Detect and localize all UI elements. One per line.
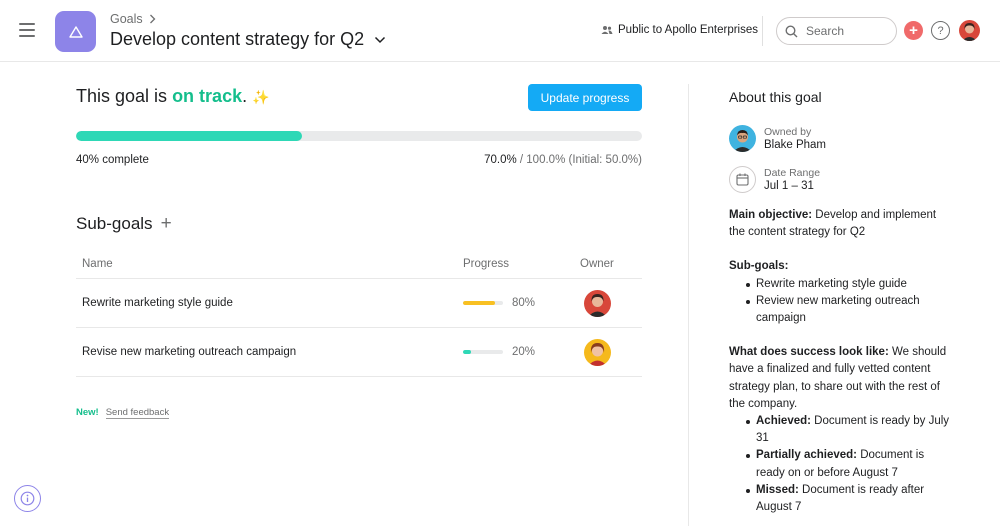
table-row[interactable]: Rewrite marketing style guide 80% — [76, 279, 642, 328]
progress-target: / 100.0% (Initial: 50.0%) — [516, 154, 642, 166]
goal-status: This goal is on track. ✨ — [76, 86, 270, 107]
sparkle-icon: ✨ — [252, 89, 270, 105]
subgoal-progress-fill — [463, 350, 471, 354]
owner-field[interactable]: Owned by Blake Pham — [729, 125, 826, 152]
privacy-setting[interactable]: Public to Apollo Enterprises — [601, 24, 758, 36]
date-range-field[interactable]: Date Range Jul 1 – 31 — [729, 166, 820, 193]
status-prefix: This goal is — [76, 86, 168, 106]
hamburger-menu-icon[interactable] — [19, 23, 35, 37]
chevron-right-icon — [149, 14, 156, 24]
chevron-down-icon — [375, 36, 386, 43]
subgoal-name[interactable]: Rewrite marketing style guide — [82, 297, 233, 309]
column-owner: Owner — [580, 258, 614, 270]
owner-name: Blake Pham — [764, 138, 827, 151]
subgoals-table: Name Progress Owner Rewrite marketing st… — [76, 250, 642, 377]
status-suffix: . — [242, 86, 248, 106]
success-criteria: What does success look like: We should h… — [729, 344, 954, 413]
subgoals-title: Sub-goals — [76, 214, 153, 233]
goal-progress-bar — [76, 131, 642, 141]
column-name: Name — [82, 258, 113, 270]
subgoal-name[interactable]: Revise new marketing outreach campaign — [82, 346, 297, 358]
owner-avatar[interactable] — [584, 289, 611, 317]
subgoal-list: Rewrite marketing style guide Review new… — [729, 276, 954, 328]
user-avatar[interactable] — [959, 20, 980, 41]
subgoal-owner — [580, 338, 642, 366]
add-button[interactable]: + — [904, 21, 923, 40]
main-objective-text: Develop and implement the content strate… — [729, 209, 937, 239]
progress-current: 70.0% — [484, 154, 517, 166]
owner-label: Owned by — [764, 125, 812, 138]
subgoals-heading: Sub-goals + — [76, 213, 172, 235]
subgoals-label: Sub-goals: — [729, 260, 789, 273]
status-value: on track — [172, 86, 243, 106]
privacy-label: Public to Apollo Enterprises — [618, 24, 758, 36]
breadcrumb-goals[interactable]: Goals — [110, 12, 143, 26]
date-label: Date Range — [764, 166, 821, 179]
goal-triangle-icon — [55, 11, 96, 52]
subgoal-progress-text: 20% — [512, 346, 536, 358]
subgoal-progress: 20% — [463, 346, 580, 358]
criteria-list: Achieved: Document is ready by July 31 P… — [729, 413, 954, 516]
subgoal-progress-fill — [463, 301, 495, 305]
owner-avatar[interactable] — [584, 338, 611, 366]
add-subgoal-plus-icon[interactable]: + — [160, 213, 172, 234]
subgoal-progress-bar — [463, 350, 503, 354]
goal-progress-fill — [76, 131, 303, 141]
subgoal-owner — [580, 289, 642, 317]
header-divider — [762, 16, 763, 46]
about-panel: About this goal Owned by Blake Pham Date… — [729, 89, 969, 513]
people-icon — [601, 26, 613, 34]
list-item: Missed: Document is ready after August 7 — [746, 482, 954, 516]
column-progress: Progress — [463, 258, 510, 270]
success-label: What does success look like: — [729, 346, 889, 359]
subgoal-progress-text: 80% — [512, 297, 536, 309]
page-title: Develop content strategy for Q2 — [110, 29, 365, 49]
list-item: Rewrite marketing style guide — [746, 276, 954, 293]
breadcrumb[interactable]: Goals — [110, 12, 156, 26]
main-objective: Main objective: Develop and implement th… — [729, 207, 954, 241]
feedback-row: New! Send feedback — [76, 407, 170, 419]
search-box[interactable] — [776, 17, 897, 45]
table-header: Name Progress Owner — [76, 250, 642, 279]
owner-avatar[interactable] — [729, 125, 756, 152]
plus-icon: + — [909, 22, 918, 39]
list-item: Review new marketing outreach campaign — [746, 293, 954, 327]
update-progress-button[interactable]: Update progress — [528, 84, 642, 111]
search-icon — [785, 24, 798, 37]
subgoal-progress-bar — [463, 301, 503, 305]
progress-detail: 70.0% / 100.0% (Initial: 50.0%) — [484, 154, 642, 166]
side-panel-divider — [688, 84, 689, 526]
help-button[interactable]: ? — [931, 21, 950, 40]
list-item: Achieved: Document is ready by July 31 — [746, 413, 954, 447]
subgoal-progress: 80% — [463, 297, 580, 309]
top-bar: Goals Develop content strategy for Q2 Pu… — [0, 0, 1000, 62]
info-icon[interactable] — [14, 485, 41, 512]
percent-complete: 40% complete — [76, 154, 149, 166]
date-value: Jul 1 – 31 — [764, 179, 814, 192]
send-feedback-link[interactable]: Send feedback — [105, 407, 170, 419]
goal-description: Main objective: Develop and implement th… — [729, 207, 954, 516]
success-text: We should have a finalized and fully vet… — [729, 346, 947, 410]
new-badge: New! — [76, 407, 99, 418]
search-input[interactable] — [806, 24, 886, 38]
calendar-icon — [729, 166, 756, 193]
table-row[interactable]: Revise new marketing outreach campaign 2… — [76, 328, 642, 377]
about-title: About this goal — [729, 89, 822, 105]
list-item: Partially achieved: Document is ready on… — [746, 447, 954, 481]
main-objective-label: Main objective: — [729, 209, 813, 221]
goal-title-dropdown[interactable]: Develop content strategy for Q2 — [110, 29, 386, 50]
